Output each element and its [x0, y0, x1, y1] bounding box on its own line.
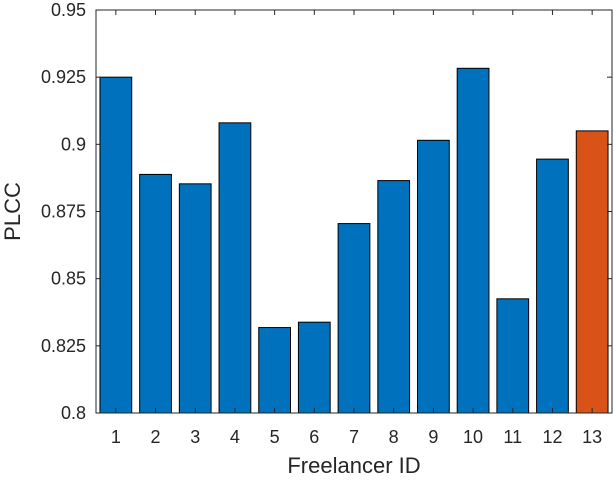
bar-4 [218, 122, 252, 414]
y-tick-label: 0.85 [51, 269, 86, 289]
y-tick-label: 0.875 [41, 202, 86, 222]
y-tick-label: 0.9 [61, 134, 86, 154]
y-axis-label: PLCC [0, 182, 25, 241]
x-tick-label: 13 [582, 427, 602, 447]
bar-5 [258, 327, 291, 414]
bar-8 [377, 180, 411, 414]
bar-12 [536, 158, 569, 414]
bar-2 [139, 173, 172, 414]
bar-6 [297, 321, 331, 414]
x-tick-label: 12 [542, 427, 562, 447]
bar-13 [575, 130, 609, 414]
y-tick-label: 0.925 [41, 67, 86, 87]
x-tick-label: 6 [309, 427, 319, 447]
y-tick-label: 0.95 [51, 0, 86, 20]
x-tick-label: 1 [111, 427, 121, 447]
bar-1 [99, 76, 133, 414]
bar-10 [456, 67, 490, 414]
bar-3 [178, 183, 212, 414]
bar-11 [496, 298, 530, 414]
bar-9 [417, 139, 450, 414]
x-tick-label: 11 [503, 427, 522, 447]
x-tick-label: 7 [349, 427, 359, 447]
y-tick-label: 0.825 [41, 336, 86, 356]
x-tick-label: 10 [463, 427, 483, 447]
y-tick-label: 0.8 [61, 403, 86, 423]
x-tick-label: 8 [389, 427, 399, 447]
bars-layer [99, 67, 609, 414]
x-tick-label: 9 [428, 427, 438, 447]
x-tick-label: 4 [230, 427, 240, 447]
x-axis-label: Freelancer ID [287, 453, 420, 478]
x-tick-label: 2 [151, 427, 161, 447]
x-tick-label: 5 [270, 427, 280, 447]
bar-7 [337, 223, 371, 414]
x-tick-label: 3 [190, 427, 200, 447]
